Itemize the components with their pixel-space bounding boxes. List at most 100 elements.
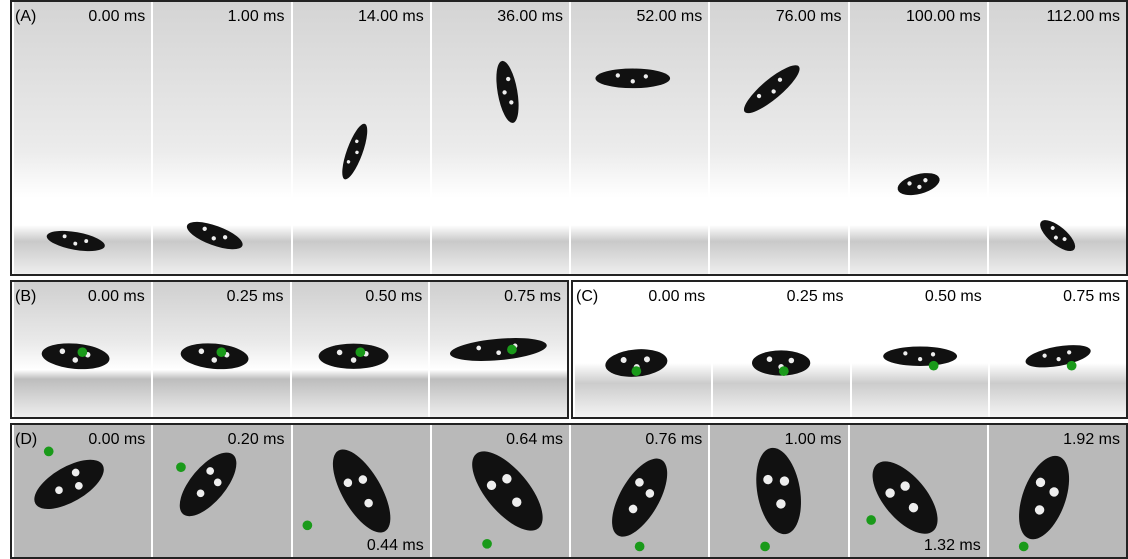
beetle <box>41 341 111 372</box>
panel-label: (A) <box>15 8 36 26</box>
tracking-point <box>78 347 88 357</box>
frame-image <box>293 2 430 274</box>
frame: 0.75 ms <box>988 282 1126 417</box>
frame: 0.64 ms <box>430 425 569 557</box>
panel-label: (D) <box>15 431 37 449</box>
frame: 36.00 ms <box>430 2 569 274</box>
frame-image <box>571 2 708 274</box>
tracking-point <box>760 542 770 552</box>
panel-label: (B) <box>15 288 36 306</box>
time-label: 52.00 ms <box>636 8 702 26</box>
frame: 1.00 ms <box>708 425 847 557</box>
time-label: 0.50 ms <box>365 288 422 306</box>
beetle <box>1024 341 1092 372</box>
beetle <box>318 344 388 369</box>
frame-image <box>710 2 847 274</box>
beetle <box>883 347 957 366</box>
panel: (D) 0.00 ms 0.20 ms 0.44 ms 0.64 ms 0.76 ms 1.… <box>10 423 1128 559</box>
beetle <box>895 169 942 199</box>
tracking-point <box>302 520 312 530</box>
frame: 0.20 ms <box>151 425 290 557</box>
time-label: 0.76 ms <box>645 431 702 449</box>
time-label: 0.20 ms <box>228 431 285 449</box>
tracking-point <box>779 366 789 376</box>
frame: 1.32 ms <box>848 425 987 557</box>
beetle <box>184 216 246 255</box>
beetle <box>27 450 112 519</box>
frame-image <box>850 2 987 274</box>
beetle <box>860 450 949 544</box>
frame: 0.44 ms <box>291 425 430 557</box>
frame: 100.00 ms <box>848 2 987 274</box>
panel: (C) 0.00 ms 0.25 ms 0.50 ms 0.75 ms <box>571 280 1128 419</box>
frame-image <box>14 2 151 274</box>
beetle <box>1009 449 1079 546</box>
tracking-point <box>632 366 642 376</box>
beetle <box>595 69 670 89</box>
tracking-point <box>1067 361 1077 371</box>
frame-image <box>153 2 290 274</box>
frame: 0.75 ms <box>428 282 567 417</box>
beetle <box>739 59 806 119</box>
panel-label: (C) <box>576 288 598 306</box>
frame: 0.50 ms <box>850 282 988 417</box>
time-label: 1.32 ms <box>924 537 981 555</box>
panel: (B) 0.00 ms 0.25 ms 0.50 ms 0.75 ms <box>10 280 569 419</box>
panel: (A) 0.00 ms 1.00 ms 14.00 ms 36.00 ms 52.00 m… <box>10 0 1128 276</box>
time-label: 0.75 ms <box>504 288 561 306</box>
frame-image <box>989 2 1126 274</box>
beetle <box>449 335 548 365</box>
time-label: 112.00 ms <box>1046 8 1120 26</box>
beetle <box>337 121 372 182</box>
frame: 0.25 ms <box>151 282 290 417</box>
frame: 52.00 ms <box>569 2 708 274</box>
beetle <box>460 440 555 542</box>
beetle <box>321 441 401 541</box>
frame: 0.50 ms <box>290 282 429 417</box>
time-label: 1.92 ms <box>1063 431 1120 449</box>
time-label: 0.00 ms <box>88 288 145 306</box>
time-label: 36.00 ms <box>497 8 563 26</box>
time-label: 1.00 ms <box>228 8 285 26</box>
beetle <box>601 450 678 545</box>
frame: 1.92 ms <box>987 425 1126 557</box>
beetle <box>750 444 807 537</box>
time-label: 0.50 ms <box>925 288 982 306</box>
beetle <box>170 443 247 525</box>
beetle <box>492 59 522 124</box>
beetle <box>1035 215 1079 256</box>
tracking-point <box>482 539 492 549</box>
time-label: 100.00 ms <box>906 8 981 26</box>
frame: 0.76 ms <box>569 425 708 557</box>
frame-image <box>432 2 569 274</box>
beetle <box>179 341 249 372</box>
tracking-point <box>866 515 876 525</box>
frame: 1.00 ms <box>151 2 290 274</box>
frame: 76.00 ms <box>708 2 847 274</box>
figure: (A) 0.00 ms 1.00 ms 14.00 ms 36.00 ms 52.00 m… <box>0 0 1128 559</box>
time-label: 0.00 ms <box>88 431 145 449</box>
frame: 0.25 ms <box>711 282 849 417</box>
time-label: 0.25 ms <box>787 288 844 306</box>
tracking-point <box>216 347 226 357</box>
tracking-point <box>928 361 938 371</box>
time-label: 0.25 ms <box>227 288 284 306</box>
time-label: 0.00 ms <box>648 288 705 306</box>
time-label: 76.00 ms <box>776 8 842 26</box>
time-label: 0.44 ms <box>367 537 424 555</box>
time-label: 14.00 ms <box>358 8 424 26</box>
tracking-point <box>355 347 365 357</box>
time-label: 0.00 ms <box>88 8 145 26</box>
time-label: 1.00 ms <box>785 431 842 449</box>
time-label: 0.64 ms <box>506 431 563 449</box>
frame: 14.00 ms <box>291 2 430 274</box>
tracking-point <box>1019 542 1029 552</box>
frame: 112.00 ms <box>987 2 1126 274</box>
tracking-point <box>507 345 517 355</box>
tracking-point <box>176 462 186 472</box>
frame: 0.00 ms <box>12 2 151 274</box>
time-label: 0.75 ms <box>1063 288 1120 306</box>
beetle <box>45 227 106 255</box>
tracking-point <box>44 447 54 457</box>
tracking-point <box>635 542 645 552</box>
